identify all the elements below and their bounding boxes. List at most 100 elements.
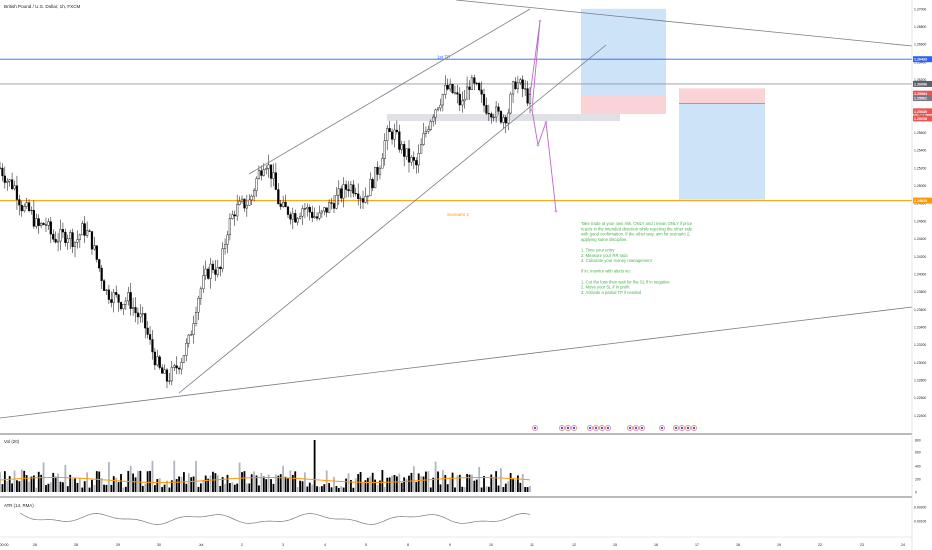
symbol-title: British Pound / U.S. Dollar, 1h, FXCM <box>4 4 81 9</box>
candle-body <box>453 92 457 94</box>
short-position-stop-zone <box>679 88 765 104</box>
candle-body <box>56 240 60 243</box>
projection-node <box>536 143 540 147</box>
candle-body <box>192 323 195 335</box>
candle-body <box>42 223 45 225</box>
candle-body <box>434 109 437 118</box>
price-label-bg <box>913 197 932 204</box>
time-tick: 8 <box>407 543 409 547</box>
volume-bar <box>507 481 510 492</box>
volume-bar <box>117 482 120 492</box>
candle-body <box>524 88 527 90</box>
volume-bar <box>412 466 415 492</box>
candle-body <box>124 300 127 305</box>
candle-body <box>369 179 372 197</box>
candle-body <box>61 229 65 233</box>
price-tick: 1.27000 <box>914 7 926 11</box>
volume-bar <box>287 478 289 492</box>
candle-body <box>81 223 84 236</box>
projection-path <box>529 20 557 212</box>
volume-bar <box>16 480 18 492</box>
candle-body <box>335 195 338 209</box>
volume-bar <box>212 471 214 492</box>
volume-bar <box>354 478 357 492</box>
candle-body <box>219 267 222 269</box>
candle-body <box>47 221 50 226</box>
volume-bar <box>374 479 377 492</box>
volume-bar <box>245 483 248 492</box>
candle-body <box>364 196 367 203</box>
projection-node <box>544 120 548 124</box>
volume-bar <box>357 474 360 492</box>
candle-body <box>366 195 369 197</box>
candle-body <box>386 128 389 141</box>
volume-bar <box>108 462 110 492</box>
volume-bar <box>398 473 401 492</box>
candle-body <box>148 334 152 340</box>
volume-bar <box>352 487 355 492</box>
volume-tick: 0 <box>915 491 917 495</box>
candle-body <box>497 106 500 112</box>
trendline-lower-support <box>0 306 913 419</box>
candle-body <box>107 289 111 300</box>
candle-body <box>277 189 280 205</box>
volume-bar <box>163 484 166 492</box>
volume-bar <box>187 473 190 492</box>
candle-body <box>422 133 425 145</box>
candle-body <box>509 93 512 114</box>
time-tick: Jul <box>199 543 204 547</box>
candle-body <box>211 263 215 270</box>
volume-bar <box>105 484 108 492</box>
candle-body <box>478 83 481 91</box>
volume-bar <box>267 474 270 492</box>
volume-bar <box>20 469 23 492</box>
candle-body <box>40 223 43 226</box>
volume-bar <box>37 471 40 492</box>
time-tick: 30 <box>157 543 161 547</box>
candle-body <box>311 211 314 218</box>
volume-bar <box>248 483 251 492</box>
time-tick: 3 <box>282 543 284 547</box>
candle-body <box>214 269 217 275</box>
volume-bar <box>529 485 531 492</box>
trade-note-line: reacts in the intended direction while r… <box>581 226 693 231</box>
price-tick: 1.24600 <box>914 219 926 223</box>
volume-bar <box>388 477 391 492</box>
volume-bar <box>91 479 93 492</box>
volume-bar <box>420 476 422 492</box>
price-tick: 1.26400 <box>914 60 926 64</box>
volume-bar <box>209 475 212 492</box>
volume-bar <box>524 486 527 492</box>
candle-body <box>73 242 77 247</box>
candle-body <box>282 201 285 207</box>
trade-note-line: Take trade at your own risk. ONLY and I … <box>581 221 693 226</box>
candle-body <box>194 312 198 324</box>
candle-body <box>482 94 486 106</box>
volume-bar <box>195 460 197 492</box>
candle-body <box>15 185 19 200</box>
volume-bar <box>408 475 410 492</box>
candle-body <box>417 153 420 166</box>
volume-bar <box>454 487 456 492</box>
volume-bar <box>241 472 243 492</box>
candle-body <box>0 167 2 169</box>
volume-bar <box>422 476 425 492</box>
volume-bar <box>478 467 481 492</box>
candle-body <box>105 289 108 291</box>
price-tick: 1.24400 <box>914 237 926 241</box>
volume-bar <box>350 480 352 492</box>
candle-body <box>492 116 495 118</box>
candle-body <box>93 245 96 250</box>
volume-bar <box>403 477 406 492</box>
volume-bar <box>417 473 420 492</box>
volume-bar <box>158 478 161 492</box>
volume-bar <box>335 486 338 492</box>
volume-bar <box>299 480 301 492</box>
candle-body <box>279 203 282 207</box>
time-tick: 26 <box>33 543 37 547</box>
candle-body <box>23 206 26 212</box>
volume-bar <box>395 476 398 492</box>
volume-bar <box>291 475 294 492</box>
